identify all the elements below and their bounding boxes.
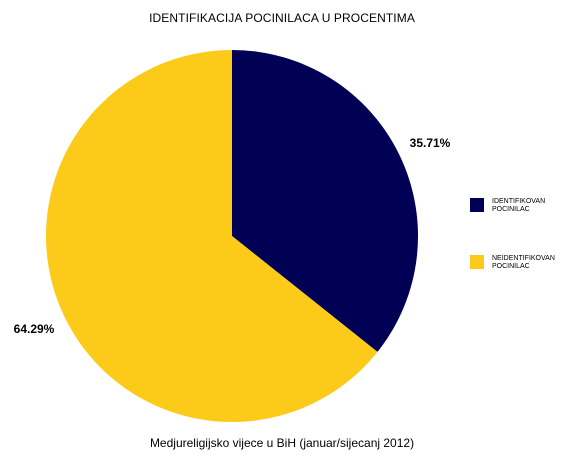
chart-title: IDENTIFIKACIJA POCINILACA U PROCENTIMA	[149, 11, 415, 25]
chart-source-caption: Medjureligijsko vijece u BiH (januar/sij…	[149, 436, 415, 450]
pie-slice-neidentifikovan-pocinilac	[45, 50, 378, 422]
slice-value-label: 64.29%	[14, 322, 55, 336]
slice-value-label: 35.71%	[410, 136, 451, 150]
slice-labels: 35.71% 64.29%	[14, 136, 451, 336]
legend-label: NEIDENTIFIKOVAN POCINILAC	[492, 255, 555, 270]
pie-slices	[45, 50, 418, 422]
chart-legend: IDENTIFIKOVAN POCINILAC NEIDENTIFIKOVAN POC…	[470, 198, 555, 270]
legend-label: IDENTIFIKOVAN POCINILAC	[492, 198, 545, 213]
legend-swatch	[470, 255, 484, 269]
pie-slice-identifikovan-pocinilac	[232, 50, 418, 352]
legend-swatch	[470, 198, 484, 212]
